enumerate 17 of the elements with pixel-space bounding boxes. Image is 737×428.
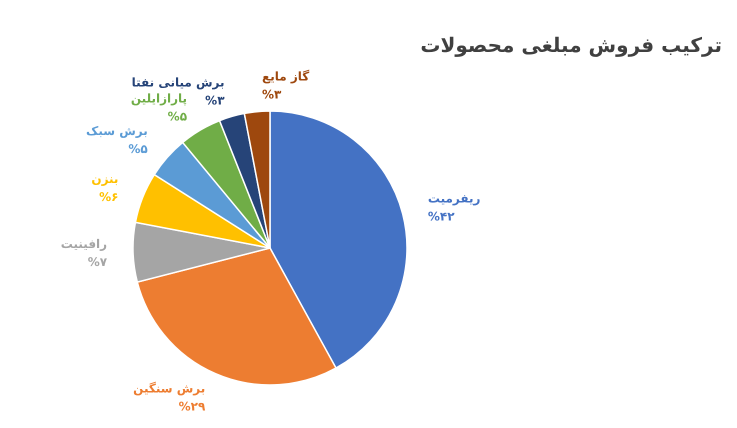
- data-label: %۳: [262, 88, 282, 102]
- text: ترکیب فروش مبلغی محصولات: [420, 33, 722, 57]
- slice-label: بنزن: [91, 172, 118, 186]
- slice-label: پارازایلین: [130, 92, 188, 106]
- data-label: %۴۲: [428, 209, 456, 224]
- slice-label: برش میانی نفتا: [132, 75, 225, 90]
- slice-label: ریفرمیت: [428, 191, 481, 206]
- data-label: %۵: [128, 142, 148, 156]
- data-label: %۵: [168, 110, 188, 124]
- data-label: %۷: [88, 255, 108, 270]
- slice-label: برش سنگین: [133, 382, 206, 396]
- slice-label: رافینیت: [60, 237, 108, 252]
- data-label: %۶: [99, 190, 118, 204]
- data-label: %۳: [205, 93, 226, 108]
- slice-label: گاز مایع: [262, 70, 310, 84]
- slice-label: برش سبک: [86, 124, 148, 138]
- data-label: %۲۹: [178, 400, 206, 414]
